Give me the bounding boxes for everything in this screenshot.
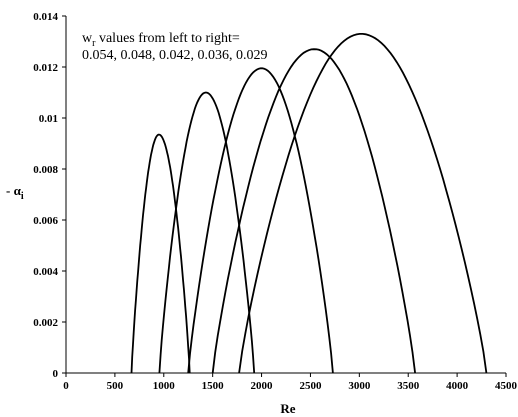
ticks: 0 500 1000 1500 2000 2500 3000 3500 4000 4500 0 0.0… [33, 11, 517, 392]
x-tick-label: 2500 [299, 380, 322, 392]
annotation-line1: wr values from left to right= [82, 31, 240, 49]
annotation-w-sub: r [92, 38, 96, 49]
y-tick-label: 0.004 [33, 266, 58, 278]
x-tick-label: 500 [107, 380, 124, 392]
y-tick-label: 0.006 [33, 215, 58, 227]
series-line-3 [187, 67, 334, 374]
axes [65, 16, 506, 374]
x-tick-label: 4500 [495, 380, 518, 392]
series-line-2 [158, 91, 256, 374]
x-tick-label: 0 [63, 380, 69, 392]
y-axis-title-sub: i [21, 191, 24, 202]
series-line-5 [238, 33, 488, 374]
series-line-4 [211, 48, 416, 374]
annotation-w: w [82, 31, 93, 46]
curves [130, 33, 488, 374]
y-axis-title-main: - α [6, 183, 22, 198]
annotation-line2: 0.054, 0.048, 0.042, 0.036, 0.029 [82, 48, 268, 63]
x-tick-label: 2000 [251, 380, 274, 392]
y-tick-label: 0.012 [33, 62, 58, 74]
x-tick-label: 3500 [397, 380, 420, 392]
y-tick-label: 0.01 [39, 113, 58, 125]
x-axis-title: Re [280, 401, 295, 416]
x-tick-label: 1500 [202, 380, 225, 392]
y-tick-label: 0.002 [33, 317, 58, 329]
x-tick-label: 1000 [153, 380, 176, 392]
y-tick-label: 0 [53, 368, 59, 380]
y-axis-title: - αi [6, 183, 24, 202]
x-tick-label: 3000 [348, 380, 371, 392]
x-tick-label: 4000 [446, 380, 469, 392]
series-line-1 [130, 133, 191, 374]
annotation-rest: values from left to right= [95, 31, 239, 46]
y-tick-label: 0.008 [33, 164, 58, 176]
y-tick-label: 0.014 [33, 11, 58, 23]
